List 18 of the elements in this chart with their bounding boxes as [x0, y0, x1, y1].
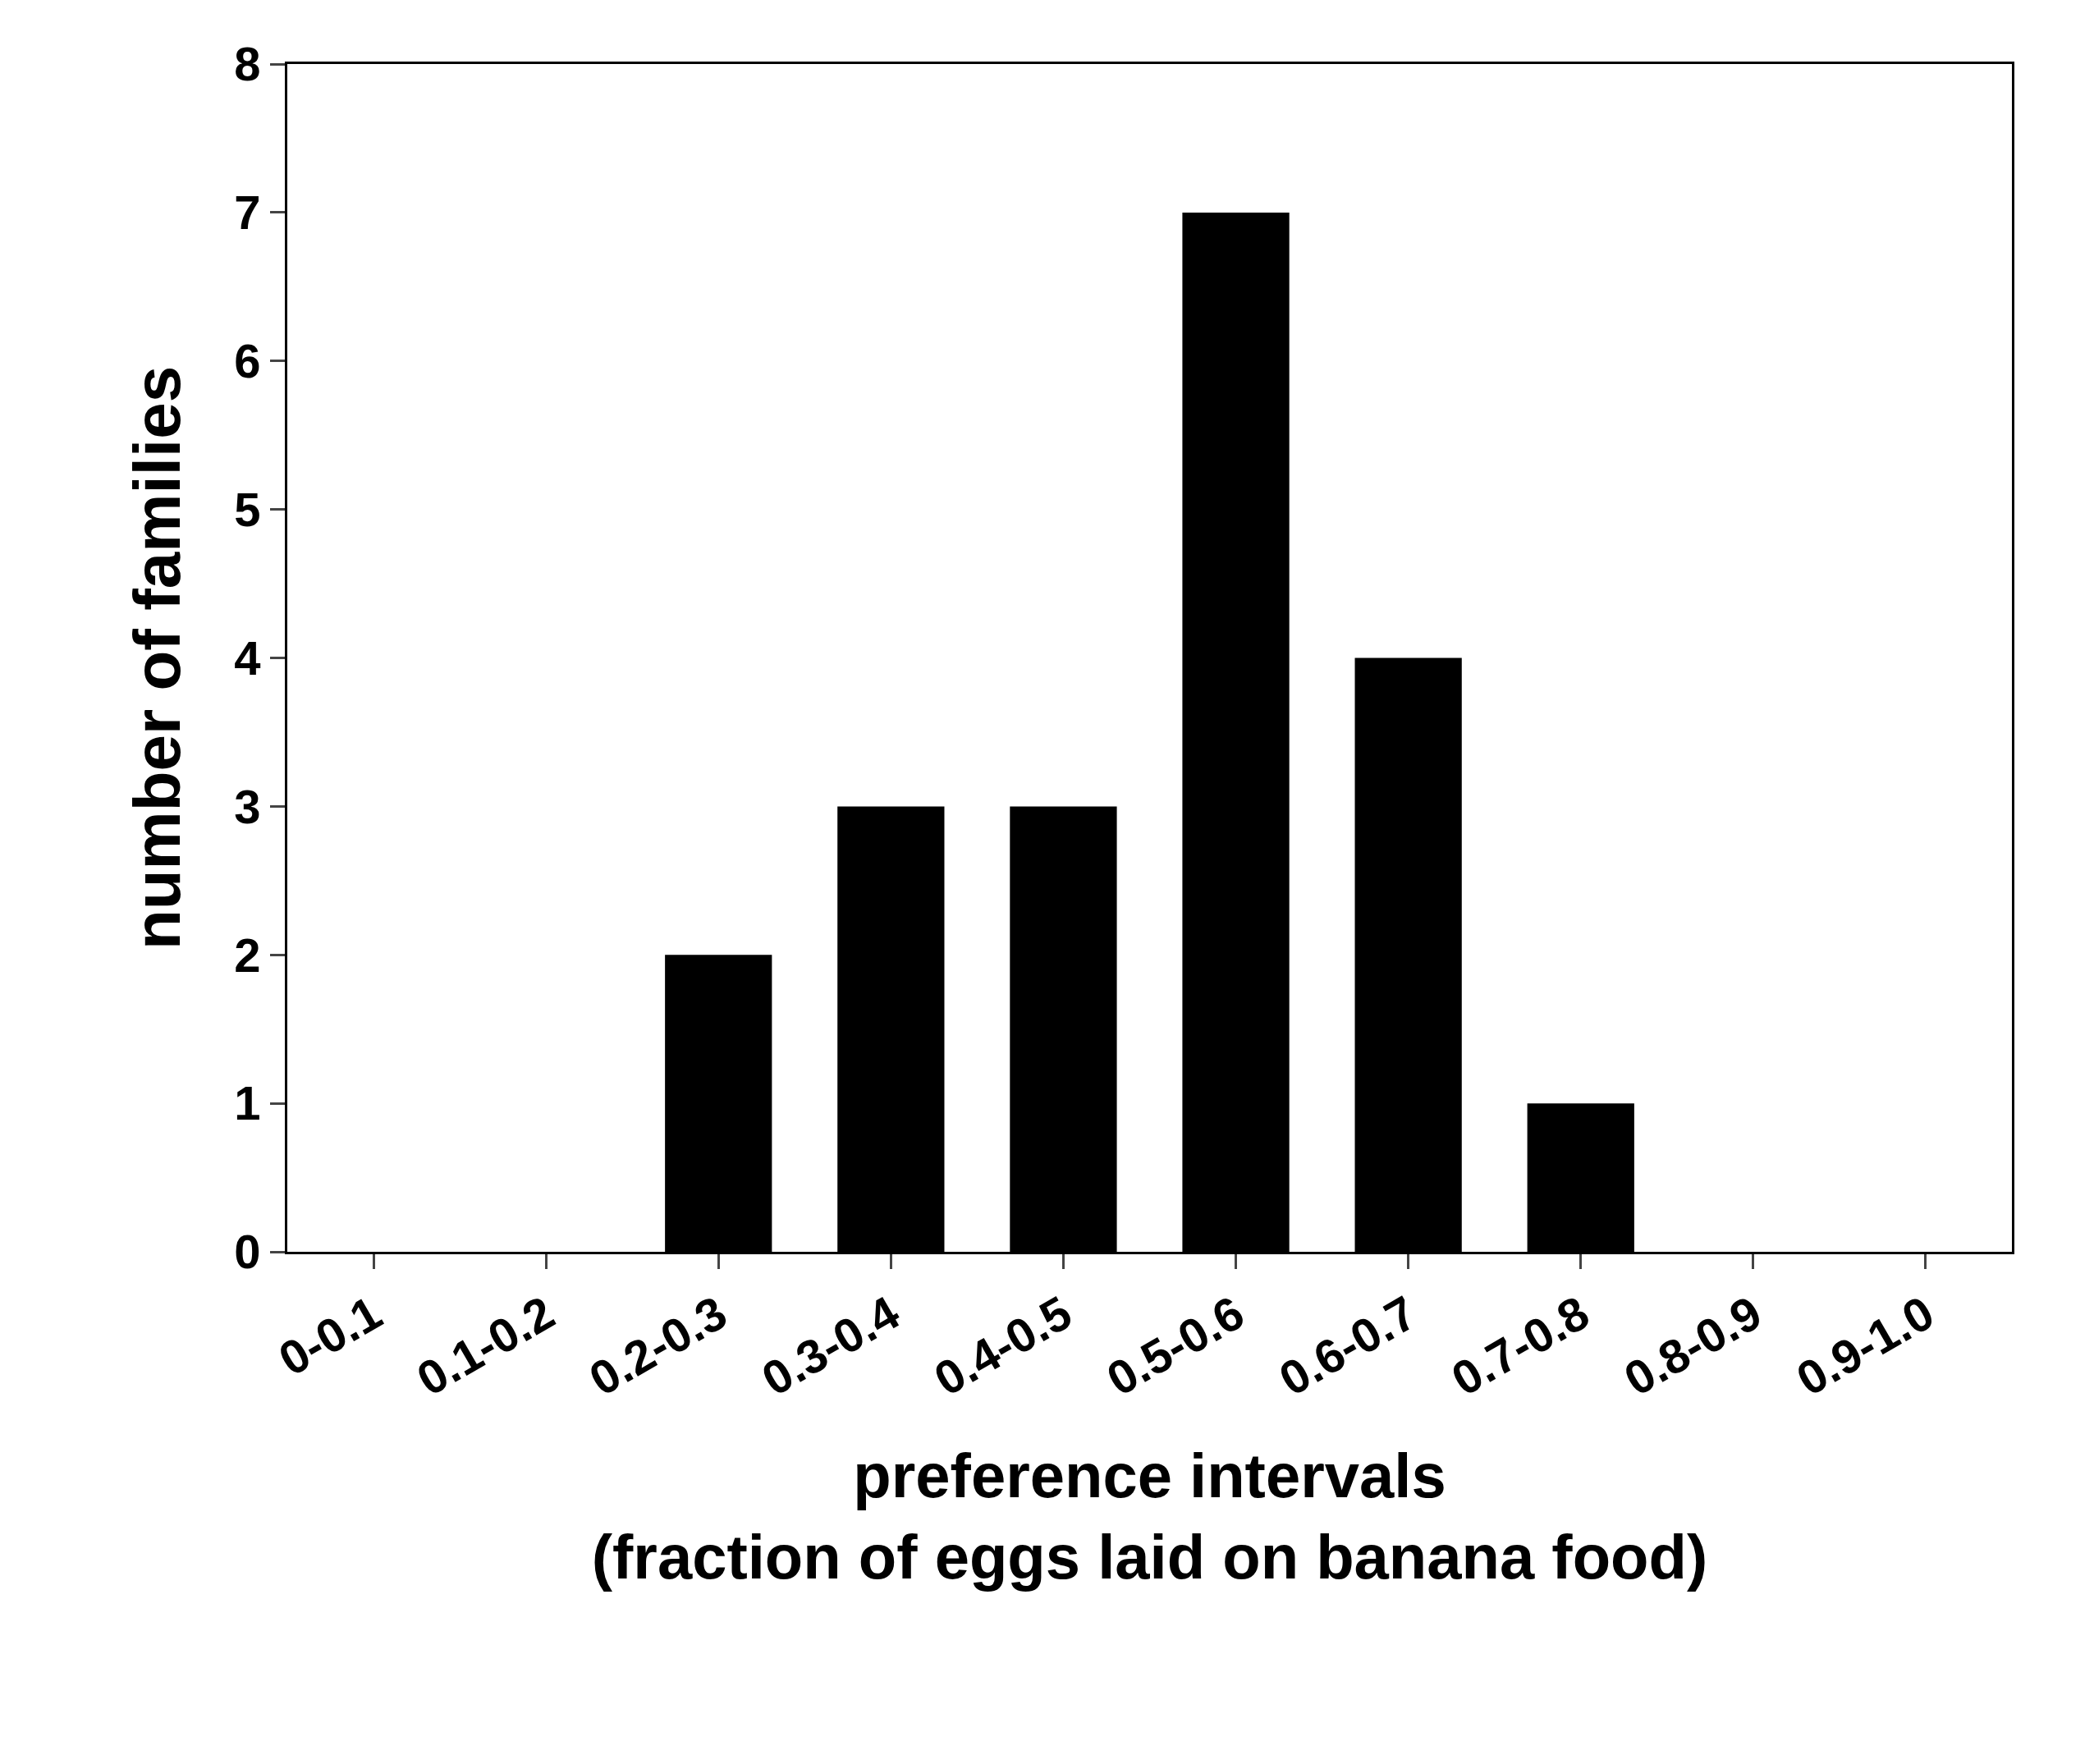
bar: [1527, 1103, 1634, 1252]
y-tick-label: 5: [234, 482, 261, 536]
y-tick-label: 8: [234, 37, 261, 91]
bar: [665, 955, 772, 1252]
y-axis-title: number of families: [120, 365, 194, 951]
bar: [837, 806, 945, 1252]
y-tick-label: 3: [234, 779, 261, 833]
y-tick-label: 4: [234, 630, 261, 685]
bar: [1182, 212, 1290, 1252]
y-tick-label: 7: [234, 186, 261, 240]
y-tick-label: 1: [234, 1076, 261, 1130]
y-tick-label: 0: [234, 1225, 261, 1279]
y-tick-label: 2: [234, 928, 261, 982]
y-tick-label: 6: [234, 334, 261, 388]
bar: [1354, 657, 1462, 1252]
bar: [1010, 806, 1117, 1252]
x-axis-title: preference intervals (fraction of eggs laid on banana food): [591, 1441, 1708, 1592]
x-tick-label: 0-0.1: [269, 1285, 391, 1386]
